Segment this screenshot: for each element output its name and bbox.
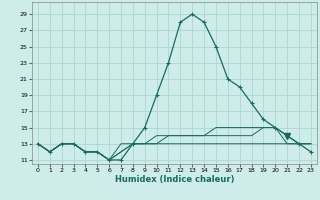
X-axis label: Humidex (Indice chaleur): Humidex (Indice chaleur) bbox=[115, 175, 234, 184]
